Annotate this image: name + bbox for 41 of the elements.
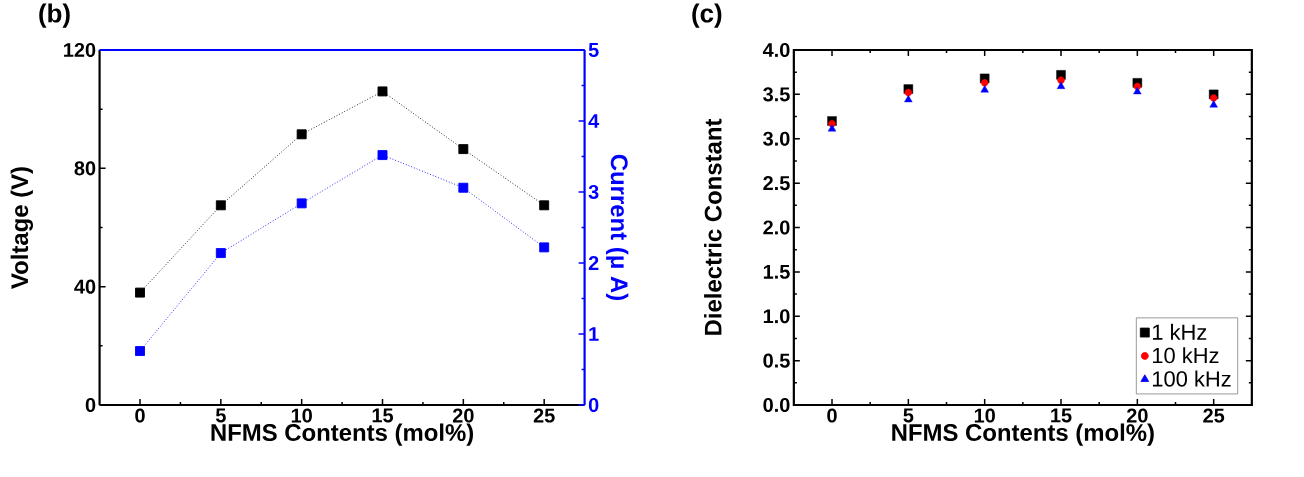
y-tick-label: 0.5 xyxy=(763,353,790,368)
y-tick-label: 80 xyxy=(74,161,96,176)
y-tick-label: 0.0 xyxy=(763,397,790,413)
y-tick-label: 0 xyxy=(85,397,96,413)
legend-label: 100 kHz xyxy=(1152,370,1231,387)
x-tick-label: 20 xyxy=(1126,408,1148,423)
x-tick-label: 10 xyxy=(974,408,995,423)
y-tick-label: 1.5 xyxy=(763,264,790,279)
x-axis-title: NFMS Contents (mol%) xyxy=(211,423,474,446)
y-tick-label: 120 xyxy=(64,42,96,58)
x-tick-label: 0 xyxy=(827,408,837,423)
y-axis-title: Dielectric Constant xyxy=(704,118,722,335)
y2-tick-label: 5 xyxy=(588,43,599,57)
x-tick-label: 0 xyxy=(135,408,145,423)
x-tick-label: 5 xyxy=(903,408,914,423)
chart-title: (c) xyxy=(692,3,722,28)
legend-label: 10 kHz xyxy=(1152,347,1219,364)
x-tick-label: 25 xyxy=(1203,408,1225,423)
y2-tick-label: 1 xyxy=(589,327,599,341)
y2-axis-title: Current (μ A) xyxy=(606,154,629,300)
y2-tick-label: 0 xyxy=(588,397,599,413)
legend-label: 1 kHz xyxy=(1152,323,1207,340)
y-axis-title: Voltage (V) xyxy=(10,167,34,289)
y2-tick-label: 3 xyxy=(588,184,599,200)
x-tick-label: 15 xyxy=(372,408,394,423)
x-tick-label: 20 xyxy=(452,408,474,423)
y-tick-label: 2.5 xyxy=(763,176,790,191)
x-axis-title: NFMS Contents (mol%) xyxy=(892,423,1154,446)
y2-tick-label: 4 xyxy=(588,114,600,128)
y-tick-label: 40 xyxy=(74,279,96,294)
y2-tick-label: 2 xyxy=(588,256,599,270)
y-tick-label: 3.0 xyxy=(763,131,790,146)
x-tick-label: 5 xyxy=(215,408,226,423)
x-tick-label: 25 xyxy=(533,408,555,423)
x-tick-label: 15 xyxy=(1051,408,1072,423)
chart-title: (b) xyxy=(39,3,70,28)
y-tick-label: 3.5 xyxy=(763,87,790,102)
y-tick-label: 4.0 xyxy=(762,42,790,58)
y-tick-label: 1.0 xyxy=(763,309,790,324)
y-tick-label: 2.0 xyxy=(763,220,790,235)
x-tick-label: 10 xyxy=(291,408,312,423)
